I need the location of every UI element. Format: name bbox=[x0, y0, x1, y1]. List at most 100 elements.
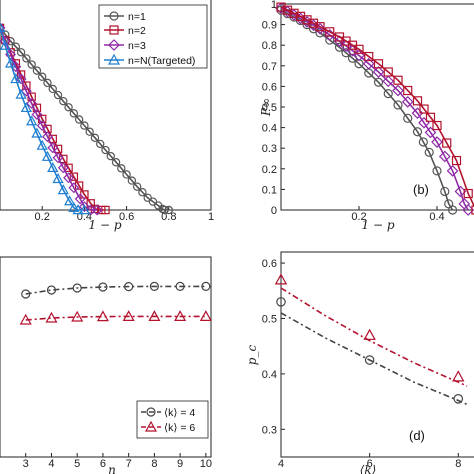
data-point-circle bbox=[383, 89, 393, 99]
data-point-circle bbox=[43, 78, 52, 88]
y-tick-label: 0.7 bbox=[262, 61, 277, 73]
data-point-square bbox=[289, 8, 299, 18]
data-point-square bbox=[354, 44, 364, 54]
data-point-diamond bbox=[52, 152, 64, 164]
x-tick-label: 0.2 bbox=[351, 211, 366, 223]
data-point-square bbox=[282, 5, 293, 15]
data-point-square bbox=[86, 199, 95, 208]
data-point-circle bbox=[53, 90, 63, 100]
x-tick-label: 8 bbox=[455, 458, 461, 470]
data-point-circle bbox=[432, 166, 442, 176]
data-point-triangle bbox=[20, 102, 32, 113]
data-point-circle bbox=[373, 77, 384, 87]
data-point-square bbox=[0, 23, 5, 33]
data-point-square bbox=[64, 163, 73, 172]
data-point-triangle bbox=[0, 39, 11, 50]
data-point-circle bbox=[69, 109, 79, 118]
data-point-triangle bbox=[78, 204, 91, 215]
panel-c-xlabel: n bbox=[108, 463, 116, 474]
data-point-square bbox=[432, 120, 442, 131]
data-point-diamond bbox=[91, 204, 103, 216]
data-point-triangle bbox=[64, 195, 76, 206]
panel-a-plot: 0.2 0.4 0.6 0.8 1 bbox=[0, 22, 214, 223]
data-point-square bbox=[442, 138, 452, 148]
data-point-triangle bbox=[71, 310, 84, 322]
panel-d-plot: 4 6 8 0.3 0.4 0.5 0.6 bbox=[262, 258, 468, 470]
data-point-triangle bbox=[41, 150, 54, 161]
legend-entry-k4: ⟨k⟩ = 4 bbox=[164, 407, 195, 419]
data-point-diamond bbox=[438, 150, 451, 163]
data-point-square bbox=[97, 205, 106, 215]
data-point-circle bbox=[117, 164, 126, 173]
data-point-circle bbox=[90, 133, 100, 143]
data-point-circle bbox=[334, 42, 345, 52]
data-point-diamond bbox=[401, 96, 414, 108]
data-point-circle bbox=[64, 103, 73, 112]
data-point-circle bbox=[364, 355, 375, 365]
panel-d-ylabel: p_c bbox=[245, 345, 259, 366]
data-point-triangle bbox=[96, 310, 109, 322]
y-tick-label: 0.3 bbox=[262, 143, 277, 155]
data-point-circle bbox=[101, 145, 110, 155]
x-tick-label: 8 bbox=[151, 458, 157, 470]
data-point-circle bbox=[111, 158, 121, 167]
panel-b-ylabel: P∞ bbox=[259, 98, 273, 117]
data-point-circle bbox=[32, 66, 42, 75]
data-point-triangle bbox=[274, 273, 288, 285]
data-point-circle bbox=[148, 197, 158, 206]
data-point-triangle bbox=[174, 310, 187, 321]
data-point-circle bbox=[424, 147, 434, 157]
x-tick-label: 5 bbox=[74, 458, 80, 470]
panel-d-frame bbox=[280, 251, 474, 458]
data-point-circle bbox=[160, 205, 169, 215]
data-point-triangle bbox=[452, 370, 465, 382]
legend-entry-k6: ⟨k⟩ = 6 bbox=[164, 422, 195, 434]
panel-a-xlabel: 1 − p bbox=[89, 218, 122, 232]
panel-c-legend: ⟨k⟩ = 4 ⟨k⟩ = 6 bbox=[136, 400, 209, 439]
data-point-diamond bbox=[411, 107, 424, 120]
data-point-circle bbox=[22, 54, 31, 63]
x-tick-label: 4 bbox=[278, 458, 284, 470]
data-point-triangle bbox=[52, 173, 64, 184]
data-point-diamond bbox=[10, 61, 22, 73]
data-point-triangle bbox=[57, 184, 69, 195]
panel-c-frame bbox=[0, 256, 212, 458]
y-tick-label: 0.1 bbox=[262, 184, 277, 196]
data-point-circle bbox=[132, 182, 142, 191]
data-point-square bbox=[412, 96, 423, 106]
legend-circle-marker bbox=[146, 407, 156, 417]
x-tick-label: 6 bbox=[100, 458, 106, 470]
data-point-square bbox=[403, 85, 413, 96]
x-tick-label: 4 bbox=[48, 458, 54, 470]
data-point-circle bbox=[201, 281, 211, 291]
panel-c-plot: 3 4 5 6 7 8 9 10 bbox=[19, 281, 212, 470]
data-point-diamond bbox=[362, 57, 375, 70]
data-point-square bbox=[325, 27, 335, 37]
data-point-circle bbox=[46, 285, 57, 295]
y-tick-label: 0.2 bbox=[262, 164, 277, 176]
x-tick-label: 0.4 bbox=[429, 211, 444, 223]
data-point-circle bbox=[149, 281, 159, 291]
data-point-triangle bbox=[363, 328, 376, 340]
x-tick-label: 6 bbox=[367, 458, 373, 470]
data-point-diamond bbox=[26, 97, 38, 109]
data-point-circle bbox=[164, 205, 173, 215]
data-point-circle bbox=[48, 84, 57, 94]
legend-square-marker bbox=[109, 25, 119, 35]
panel-d-label: (d) bbox=[409, 428, 425, 443]
x-tick-label: 9 bbox=[177, 458, 183, 470]
data-point-square bbox=[425, 112, 436, 122]
y-tick-label: 0.8 bbox=[262, 40, 277, 52]
series-line bbox=[0, 27, 169, 211]
panel-b-xlabel: 1 − p bbox=[362, 218, 395, 232]
data-point-triangle bbox=[47, 161, 59, 172]
data-point-circle bbox=[122, 170, 131, 179]
data-point-square bbox=[383, 67, 393, 77]
data-point-circle bbox=[175, 281, 185, 291]
data-point-diamond bbox=[57, 162, 69, 174]
legend-entry-n2: n=2 bbox=[128, 25, 146, 37]
series-line bbox=[25, 315, 206, 321]
data-point-triangle bbox=[4, 57, 17, 68]
data-point-triangle bbox=[31, 127, 43, 138]
panel-a-legend: n=1 n=2 n=3 n=N(Targeted) bbox=[98, 4, 208, 69]
